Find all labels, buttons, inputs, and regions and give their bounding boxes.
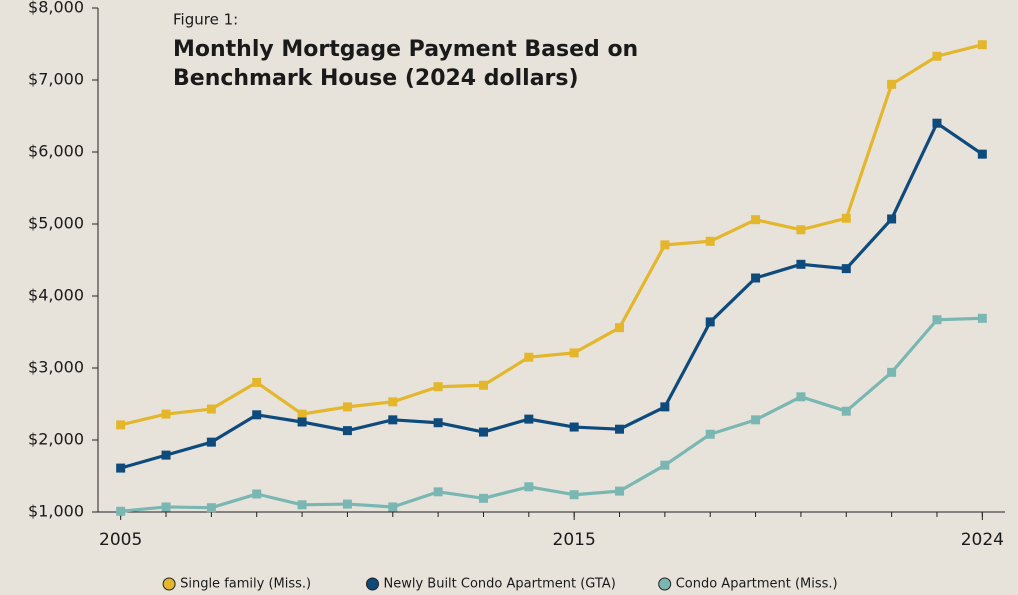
data-point: [615, 486, 625, 496]
data-point: [524, 352, 534, 362]
data-point: [116, 420, 126, 430]
data-point: [206, 404, 216, 414]
data-point: [932, 315, 942, 325]
data-point: [297, 409, 307, 419]
data-point: [252, 489, 262, 499]
data-point: [932, 118, 942, 128]
data-point: [342, 426, 352, 436]
data-point: [161, 409, 171, 419]
x-tick-label: 2024: [961, 530, 1004, 550]
legend-label: Newly Built Condo Apartment (GTA): [384, 577, 616, 592]
data-point: [116, 506, 126, 516]
data-point: [751, 215, 761, 225]
data-point: [478, 380, 488, 390]
data-point: [705, 236, 715, 246]
data-point: [887, 367, 897, 377]
data-point: [342, 499, 352, 509]
x-tick-label: 2015: [553, 530, 596, 550]
series-line: [120, 121, 984, 470]
data-point: [887, 79, 897, 89]
data-point: [660, 402, 670, 412]
data-point: [796, 225, 806, 235]
y-tick-label: $4,000: [28, 286, 84, 305]
data-point: [116, 463, 126, 473]
y-tick-label: $5,000: [28, 214, 84, 233]
data-point: [751, 415, 761, 425]
data-point: [524, 414, 534, 424]
data-point: [569, 348, 579, 358]
data-point: [841, 406, 851, 416]
data-point: [887, 214, 897, 224]
data-point: [569, 422, 579, 432]
data-point: [615, 424, 625, 434]
data-point: [660, 460, 670, 470]
series-line: [120, 316, 983, 513]
y-tick-label: $3,000: [28, 358, 84, 377]
legend-marker: [162, 577, 176, 591]
data-point: [297, 417, 307, 427]
data-point: [841, 264, 851, 274]
data-point: [977, 40, 987, 50]
y-tick-label: $8,000: [28, 0, 84, 17]
legend-marker: [366, 577, 379, 591]
data-point: [932, 51, 942, 61]
data-point: [524, 482, 534, 492]
y-tick-label: $1,000: [28, 502, 84, 521]
data-point: [569, 490, 579, 500]
series-line: [120, 43, 983, 427]
chart-subtitle: Figure 1:: [173, 11, 238, 29]
y-tick-label: $6,000: [28, 142, 84, 161]
data-point: [206, 503, 216, 513]
chart-title: Benchmark House (2024 dollars): [173, 66, 579, 91]
legend-label: Condo Apartment (Miss.): [676, 577, 838, 592]
data-point: [705, 429, 715, 439]
data-point: [388, 502, 398, 512]
data-point: [751, 273, 761, 283]
data-point: [433, 487, 443, 497]
data-point: [796, 392, 806, 402]
data-point: [252, 410, 262, 420]
data-point: [796, 259, 806, 269]
data-point: [478, 493, 488, 503]
data-point: [388, 397, 398, 407]
y-tick-label: $7,000: [28, 70, 84, 89]
legend-label: Single family (Miss.): [180, 577, 311, 592]
data-point: [977, 313, 987, 323]
y-tick-label: $2,000: [28, 430, 84, 449]
data-point: [478, 427, 488, 437]
data-point: [161, 450, 171, 460]
legend-marker: [658, 577, 672, 591]
data-point: [433, 418, 443, 428]
data-point: [206, 437, 216, 447]
data-point: [252, 377, 262, 387]
data-point: [388, 415, 398, 425]
chart-title: Monthly Mortgage Payment Based on: [173, 37, 638, 62]
data-point: [615, 323, 625, 333]
data-point: [342, 402, 352, 412]
data-point: [705, 317, 715, 327]
data-point: [161, 502, 171, 512]
data-point: [977, 149, 987, 159]
data-point: [841, 213, 851, 223]
data-point: [297, 500, 307, 510]
data-point: [433, 382, 443, 392]
data-point: [660, 240, 670, 250]
x-tick-label: 2005: [99, 530, 142, 550]
